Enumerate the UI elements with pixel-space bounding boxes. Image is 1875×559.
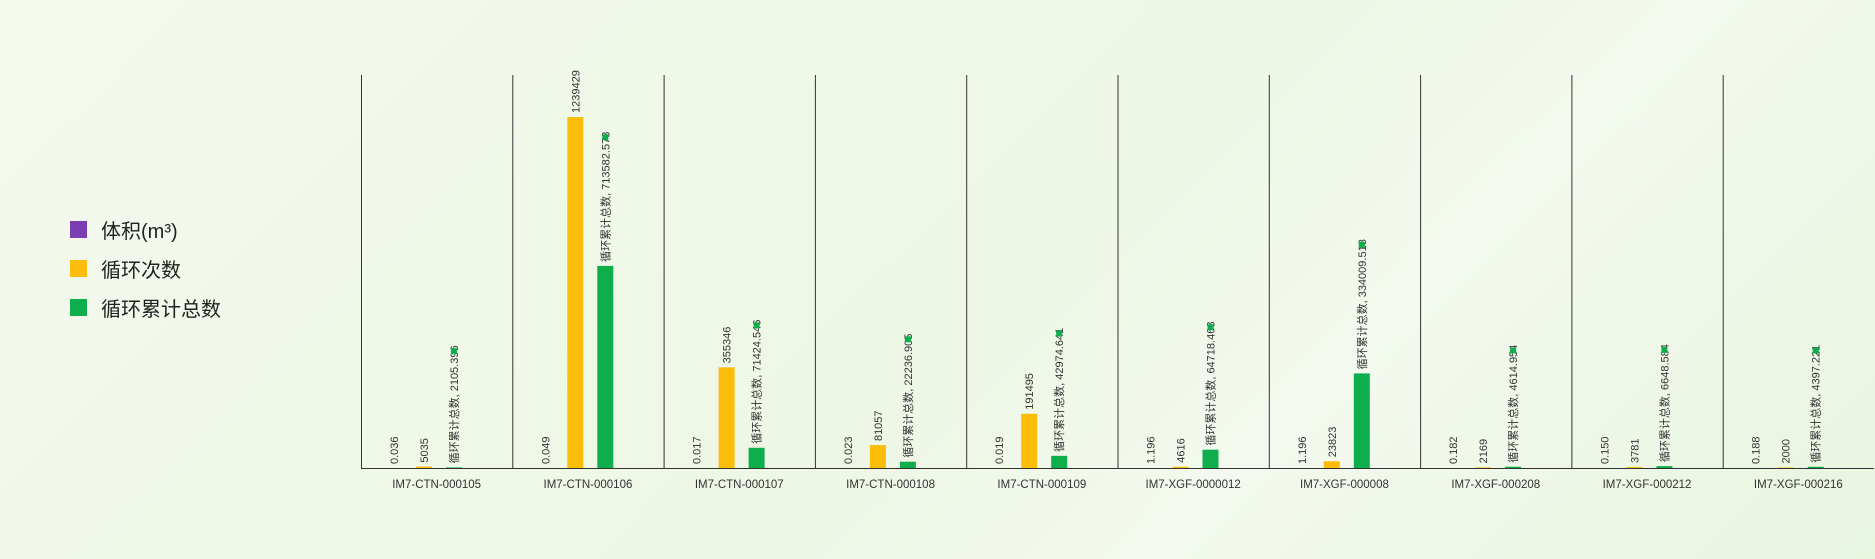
data-label-marker xyxy=(1812,347,1819,354)
data-label: 循环累计总数, 334009.518 xyxy=(1355,239,1369,369)
bar-cumulative-total xyxy=(1202,449,1219,468)
data-label: 循环累计总数, 4397.221 xyxy=(1809,345,1823,463)
chart-legend: 体积(m³) 循环次数 循环累计总数 xyxy=(70,210,221,327)
data-label: 5035 xyxy=(419,438,431,462)
x-tick-label: IM7-XGF-0000012 xyxy=(1146,479,1241,491)
data-label: 循环累计总数, 71424.546 xyxy=(750,320,764,444)
bar-cycle-count xyxy=(567,117,584,468)
data-label: 0.182 xyxy=(1448,436,1460,464)
data-label: 0.150 xyxy=(1599,436,1611,464)
data-label: 循环累计总数, 4614.954 xyxy=(1506,345,1520,463)
legend-swatch-cumulative-total xyxy=(70,299,87,316)
data-label-marker xyxy=(904,336,911,343)
x-tick-label: IM7-XGF-000008 xyxy=(1300,479,1389,491)
bar-cumulative-total xyxy=(748,447,765,468)
legend-label-volume: 体积(m³) xyxy=(101,221,178,243)
data-label: 0.017 xyxy=(692,436,704,464)
data-label: 循环累计总数, 42974.641 xyxy=(1052,328,1066,452)
bar-cumulative-total xyxy=(1353,373,1370,468)
bar-cycle-count xyxy=(1626,466,1643,468)
legend-item-cumulative-total[interactable]: 循环累计总数 xyxy=(70,288,221,327)
legend-swatch-cycle-count xyxy=(70,260,87,277)
data-label: 1239429 xyxy=(570,70,582,113)
bar-cumulative-total xyxy=(597,265,614,468)
data-label: 0.188 xyxy=(1751,436,1763,464)
data-label: 循环累计总数, 713582.573 xyxy=(598,132,612,262)
data-label-marker xyxy=(753,322,760,329)
x-tick-label: IM7-XGF-000216 xyxy=(1754,479,1843,491)
bar-cycle-count xyxy=(1475,467,1492,468)
bar-cumulative-total xyxy=(1051,455,1068,468)
data-label: 3781 xyxy=(1629,438,1641,462)
data-label: 4616 xyxy=(1176,438,1188,462)
bar-cycle-count xyxy=(1323,461,1340,468)
bar-cycle-count xyxy=(1777,467,1794,468)
bar-cumulative-total xyxy=(1505,466,1522,468)
data-label: 1.196 xyxy=(1297,436,1309,464)
data-label: 0.036 xyxy=(389,436,401,464)
legend-label-cycle-count: 循环次数 xyxy=(101,260,181,282)
data-label: 191495 xyxy=(1024,373,1036,410)
data-label: 81057 xyxy=(873,410,885,441)
x-tick-label: IM7-CTN-000106 xyxy=(544,479,633,491)
legend-swatch-volume xyxy=(70,221,87,238)
data-label: 循环累计总数, 2105.396 xyxy=(447,345,461,463)
bar-cycle-count xyxy=(869,445,886,468)
bar-cycle-count xyxy=(1172,466,1189,468)
data-label: 0.019 xyxy=(994,436,1006,464)
data-label-marker xyxy=(1207,324,1214,331)
x-tick-label: IM7-CTN-000107 xyxy=(695,479,784,491)
legend-item-cycle-count[interactable]: 循环次数 xyxy=(70,249,221,288)
data-label-marker xyxy=(1510,347,1517,354)
x-tick-label: IM7-XGF-000208 xyxy=(1451,479,1540,491)
x-tick-label: IM7-XGF-000212 xyxy=(1603,479,1692,491)
data-label-marker xyxy=(451,348,457,355)
data-label-marker xyxy=(1056,330,1063,337)
bar-cumulative-total xyxy=(1807,466,1824,468)
bar-cycle-count xyxy=(416,466,432,468)
data-label: 23823 xyxy=(1327,427,1339,458)
data-label: 循环累计总数, 22236.905 xyxy=(901,334,915,458)
x-tick-label: IM7-CTN-000109 xyxy=(997,479,1086,491)
data-label: 0.023 xyxy=(843,436,855,464)
bar-cumulative-total xyxy=(1656,466,1673,468)
data-label: 355346 xyxy=(722,327,734,364)
x-tick-label: IM7-CTN-000105 xyxy=(392,479,481,491)
bar-cumulative-total xyxy=(899,461,916,468)
x-tick-label: IM7-CTN-000108 xyxy=(846,479,935,491)
bar-cumulative-total xyxy=(446,467,462,468)
legend-item-volume[interactable]: 体积(m³) xyxy=(70,210,221,249)
data-label: 0.049 xyxy=(540,436,552,464)
data-label: 2169 xyxy=(1478,439,1490,463)
data-label-marker xyxy=(1661,346,1668,353)
data-label: 2000 xyxy=(1781,439,1793,463)
data-label-marker xyxy=(1358,241,1365,248)
data-label: 循环累计总数, 6648.584 xyxy=(1657,344,1671,462)
data-label: 循环累计总数, 64718.463 xyxy=(1204,322,1218,446)
data-label-marker xyxy=(602,134,609,141)
bar-cycle-count xyxy=(718,367,735,468)
data-label: 1.196 xyxy=(1146,436,1158,464)
bar-cycle-count xyxy=(1021,413,1038,468)
legend-label-cumulative-total: 循环累计总数 xyxy=(101,299,221,321)
